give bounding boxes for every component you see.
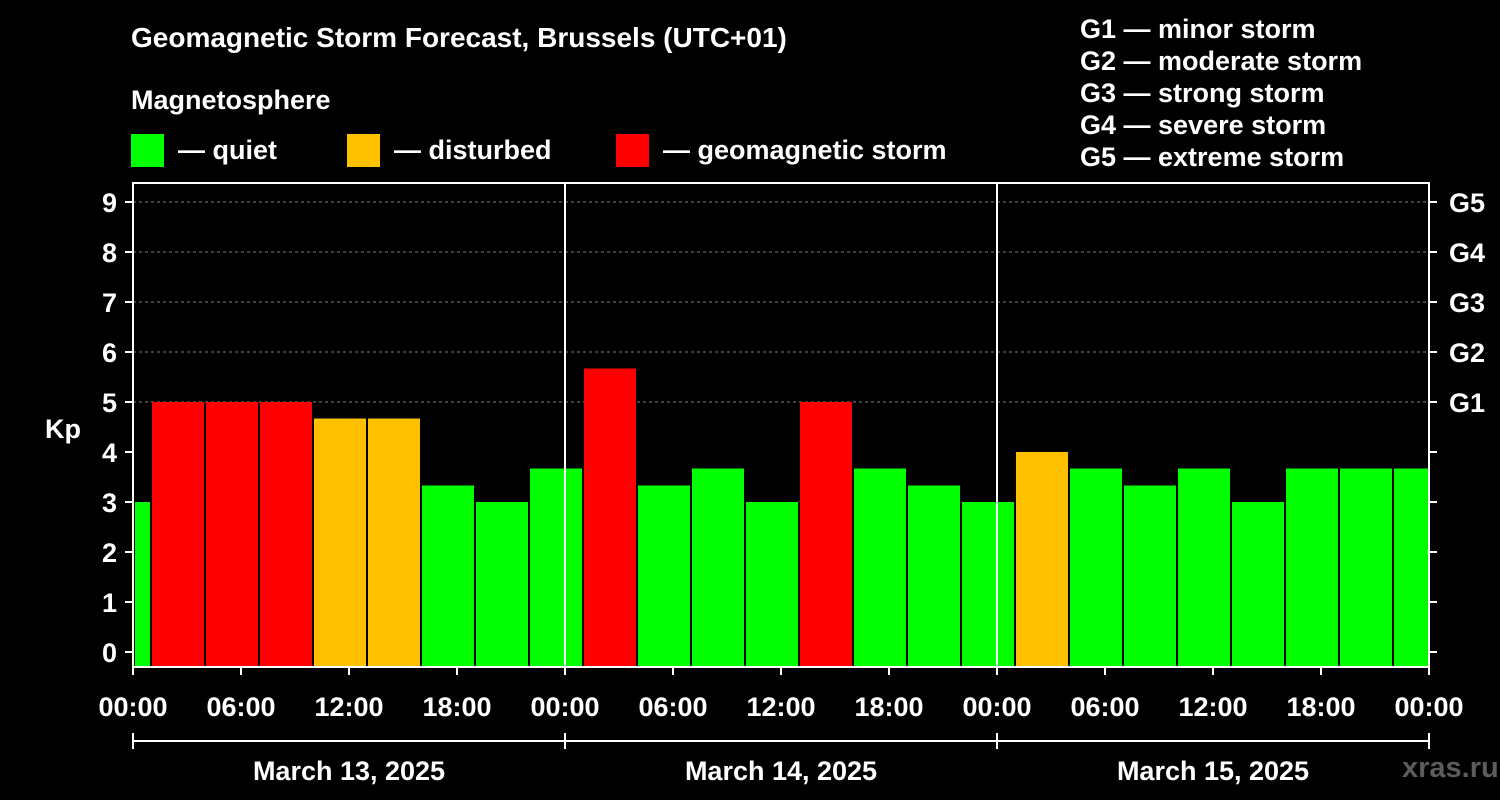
legend-title: Magnetosphere (131, 85, 331, 115)
g-tick-label: G2 (1449, 338, 1485, 368)
kp-bar (530, 468, 582, 667)
kp-bar (152, 402, 204, 667)
kp-bar (1232, 502, 1284, 667)
g-tick-label: G3 (1449, 288, 1485, 318)
kp-bar (854, 468, 906, 667)
g-tick-label: G5 (1449, 188, 1485, 218)
storm-scale-g4: G4 — severe storm (1080, 110, 1327, 140)
y-tick-label: 7 (102, 288, 117, 318)
y-axis-label: Kp (45, 414, 81, 444)
kp-bar (1070, 468, 1122, 667)
g-scale-axis: G1 G2 G3 G4 G5 (1429, 188, 1485, 653)
kp-bar (1394, 468, 1428, 667)
x-tick-label: 00:00 (530, 692, 599, 722)
kp-bar (1286, 468, 1338, 667)
x-tick-label: 18:00 (1286, 692, 1355, 722)
x-tick-label: 06:00 (1070, 692, 1139, 722)
x-tick-label: 06:00 (206, 692, 275, 722)
y-axis: 0 1 2 3 4 5 6 7 8 9 (102, 188, 133, 668)
x-axis: 00:00 06:00 12:00 18:00 00:00 06:00 12:00 18:00… (98, 667, 1464, 722)
y-tick-label: 8 (102, 238, 117, 268)
x-tick-label: 00:00 (962, 692, 1031, 722)
legend-storm-label: — geomagnetic storm (663, 134, 947, 165)
y-tick-label: 6 (102, 338, 117, 368)
storm-scale-g5: G5 — extreme storm (1080, 142, 1345, 172)
day-label: March 14, 2025 (685, 756, 877, 786)
y-tick-label: 1 (102, 588, 117, 618)
x-tick-label: 18:00 (854, 692, 923, 722)
day-label: March 13, 2025 (253, 756, 445, 786)
kp-bar (584, 368, 636, 667)
legend-quiet: — quiet (131, 133, 277, 167)
day-label: March 15, 2025 (1117, 756, 1309, 786)
x-tick-label: 12:00 (746, 692, 815, 722)
storm-scale-g3: G3 — strong storm (1080, 78, 1325, 108)
y-tick-label: 5 (102, 388, 117, 418)
y-tick-label: 4 (102, 438, 117, 468)
kp-bar (260, 402, 312, 667)
kp-bar (908, 485, 960, 667)
x-tick-label: 00:00 (1394, 692, 1463, 722)
kp-bar (368, 418, 420, 667)
legend-disturbed-label: — disturbed (394, 134, 552, 165)
legend-storm: — geomagnetic storm (616, 133, 947, 167)
day-axis: March 13, 2025 March 14, 2025 March 15, 20… (132, 733, 1430, 786)
chart-title: Geomagnetic Storm Forecast, Brussels (UT… (131, 22, 787, 53)
kp-bar (638, 485, 690, 667)
disturbed-swatch (347, 133, 380, 167)
kp-bar (746, 502, 798, 667)
g-tick-label: G1 (1449, 388, 1485, 418)
storm-swatch (616, 133, 649, 167)
kp-bar (135, 502, 150, 667)
watermark: xras.ru (1402, 752, 1499, 784)
storm-scale-g1: G1 — minor storm (1080, 14, 1316, 44)
quiet-swatch (131, 133, 164, 167)
x-tick-label: 18:00 (422, 692, 491, 722)
x-tick-label: 12:00 (314, 692, 383, 722)
legend-disturbed: — disturbed (347, 133, 552, 167)
kp-bar (1340, 468, 1392, 667)
kp-bar (1124, 485, 1176, 667)
storm-scale-g2: G2 — moderate storm (1080, 46, 1363, 76)
x-tick-label: 00:00 (98, 692, 167, 722)
kp-bar (692, 468, 744, 667)
kp-bar (800, 402, 852, 667)
kp-bar (1016, 452, 1068, 667)
y-tick-label: 9 (102, 188, 117, 218)
kp-bar (476, 502, 528, 667)
x-tick-label: 12:00 (1178, 692, 1247, 722)
y-tick-label: 3 (102, 488, 117, 518)
kp-bar (962, 502, 1014, 667)
kp-bar (1178, 468, 1230, 667)
kp-bar (422, 485, 474, 667)
legend-quiet-label: — quiet (178, 134, 277, 165)
y-tick-label: 0 (102, 638, 117, 668)
kp-bars (135, 368, 1428, 667)
gridlines (133, 201, 1429, 403)
g-tick-label: G4 (1449, 238, 1485, 268)
storm-scale-legend: G1 — minor storm G2 — moderate storm G3 … (1080, 13, 1362, 173)
x-tick-label: 06:00 (638, 692, 707, 722)
kp-bar (314, 418, 366, 667)
kp-bar (206, 402, 258, 667)
y-tick-label: 2 (102, 538, 117, 568)
